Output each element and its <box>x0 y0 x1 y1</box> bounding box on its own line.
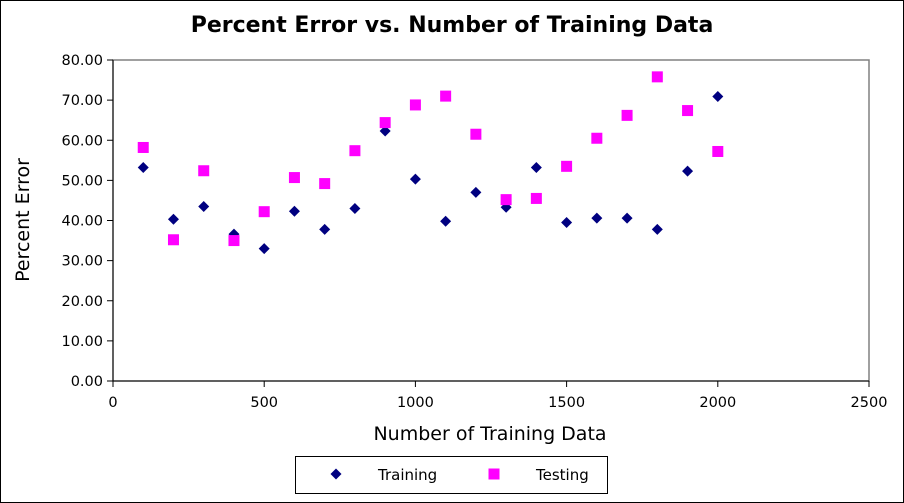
testing-point <box>228 235 240 247</box>
y-tick-label: 40.00 <box>61 214 103 230</box>
x-axis: 0 500 1000 1500 2000 2500 <box>108 380 888 411</box>
legend-label-testing: Testing <box>535 466 589 484</box>
testing-point <box>319 178 331 190</box>
y-tick-label: 50.00 <box>61 173 103 189</box>
training-point <box>682 165 694 177</box>
plot-area <box>112 59 870 382</box>
training-point <box>621 212 633 224</box>
testing-point <box>379 117 391 129</box>
testing-point <box>621 109 633 121</box>
x-tick-label: 500 <box>250 395 278 411</box>
legend: Training Testing <box>295 456 608 494</box>
x-tick-label: 1500 <box>548 395 585 411</box>
legend-marker-testing <box>488 468 500 480</box>
training-point <box>198 200 210 212</box>
chart-title: Percent Error vs. Number of Training Dat… <box>191 13 714 38</box>
testing-point <box>137 141 149 153</box>
testing-point <box>682 105 694 117</box>
y-tick-label: 30.00 <box>61 254 103 270</box>
testing-point <box>591 132 603 144</box>
training-point <box>561 217 573 229</box>
y-tick-label: 20.00 <box>61 294 103 310</box>
training-point <box>440 215 452 227</box>
x-tick-label: 0 <box>108 395 117 411</box>
training-point <box>137 162 149 174</box>
training-point <box>349 202 361 214</box>
y-axis-label: Percent Error <box>12 158 34 282</box>
series-testing <box>137 71 724 247</box>
testing-point <box>167 234 179 246</box>
series-training <box>137 91 724 255</box>
legend-box <box>295 456 608 494</box>
testing-point <box>440 90 452 102</box>
training-point <box>379 125 391 137</box>
x-axis-label: Number of Training Data <box>373 423 606 445</box>
testing-point <box>470 128 482 140</box>
training-point <box>712 91 724 103</box>
x-tick-label: 1000 <box>397 395 434 411</box>
training-point <box>409 173 421 185</box>
y-tick-label: 70.00 <box>61 93 103 109</box>
training-point <box>591 212 603 224</box>
testing-point <box>258 206 270 218</box>
testing-point <box>712 145 724 157</box>
legend-marker-training <box>330 468 342 480</box>
y-tick-label: 60.00 <box>61 133 103 149</box>
testing-point <box>561 160 573 172</box>
training-point <box>258 243 270 255</box>
training-point <box>530 162 542 174</box>
x-tick-label: 2500 <box>851 395 888 411</box>
training-point <box>319 223 331 235</box>
y-tick-label: 10.00 <box>61 334 103 350</box>
testing-point <box>500 194 512 206</box>
training-point <box>651 223 663 235</box>
x-tick-label: 2000 <box>699 395 736 411</box>
training-point <box>167 213 179 225</box>
y-tick-label: 80.00 <box>61 53 103 69</box>
y-axis: 0.00 10.00 20.00 30.00 40.00 50.00 60.00 70.00 8… <box>61 53 114 390</box>
legend-label-training: Training <box>377 466 437 484</box>
testing-point <box>198 165 210 177</box>
testing-point <box>349 145 361 157</box>
training-point <box>288 205 300 217</box>
testing-point <box>530 192 542 204</box>
y-tick-label: 0.00 <box>71 374 103 390</box>
testing-point <box>651 71 663 83</box>
testing-point <box>409 99 421 111</box>
testing-point <box>288 172 300 184</box>
series-layer <box>137 71 724 255</box>
training-point <box>470 186 482 198</box>
